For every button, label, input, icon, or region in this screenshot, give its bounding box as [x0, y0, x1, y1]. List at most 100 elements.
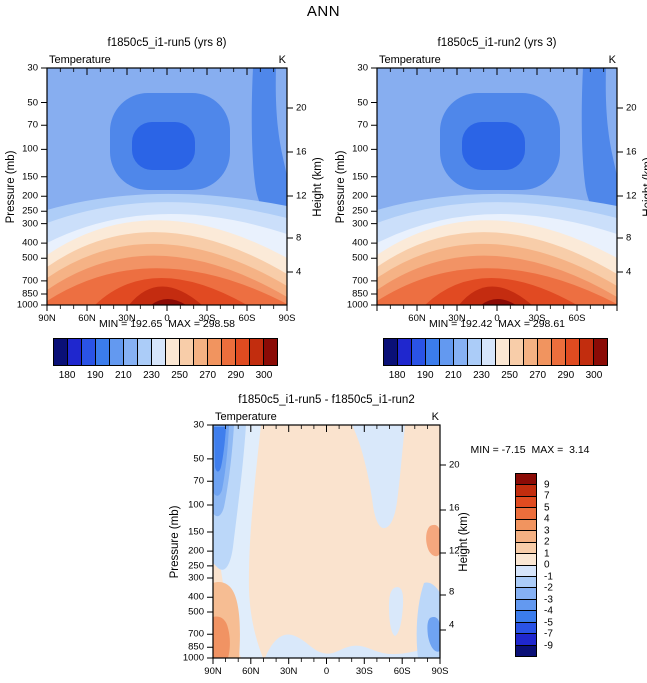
colorbar-label: 5: [544, 502, 550, 513]
colorbar-label: -5: [544, 617, 553, 628]
units-label: K: [278, 54, 286, 66]
colorbar-cell: [249, 338, 264, 366]
colorbar-label: 300: [585, 370, 603, 381]
pressure-tick-label: 200: [22, 190, 38, 202]
pressure-tick-label: 100: [188, 499, 204, 511]
pressure-tick-label: 70: [27, 119, 38, 131]
pressure-tick-label: 1000: [16, 299, 38, 311]
panel-run5: f1850c5_i1-run5 (yrs 8) Temperature K 30…: [5, 37, 324, 381]
min-max-readout: MIN = 192.42 MAX = 298.61: [429, 318, 565, 330]
colorbar-cell: [425, 338, 440, 366]
pressure-tick-label: 700: [188, 628, 204, 640]
colorbar-label: 210: [114, 370, 132, 381]
height-tick-label: 4: [626, 266, 632, 278]
pressure-tick-label: 70: [193, 475, 204, 487]
colorbar-label: -9: [544, 640, 553, 651]
colorbar-label: 180: [58, 370, 76, 381]
latitude-tick-label: 30S: [355, 666, 373, 677]
pressure-tick-label: 250: [22, 205, 38, 217]
height-axis-title: Height (km): [458, 511, 470, 572]
panel-title: f1850c5_i1-run2 (yrs 3): [437, 37, 557, 49]
pressure-tick-label: 500: [188, 606, 204, 618]
pressure-tick-label: 150: [188, 526, 204, 538]
temperature-contour-plot: [40, 67, 294, 312]
colorbar-label: -7: [544, 628, 553, 640]
field-label: Temperature: [49, 54, 111, 66]
colorbar-cell: [509, 338, 524, 366]
height-tick-label: 8: [296, 232, 302, 244]
colorbar-label: 230: [143, 370, 160, 381]
colorbar-cell: [165, 338, 180, 366]
colorbar-cells: [53, 338, 278, 366]
units-label: K: [608, 54, 616, 66]
field-label: Temperature: [215, 411, 277, 423]
pressure-tick-label: 150: [352, 171, 368, 183]
colorbar-cell: [537, 338, 552, 366]
pressure-tick-label: 850: [352, 288, 368, 300]
height-tick-label: 8: [626, 232, 632, 244]
colorbar-cell: [565, 338, 580, 366]
pressure-tick-label: 100: [352, 143, 368, 155]
field-label: Temperature: [379, 54, 441, 66]
colorbar-label: 190: [86, 370, 104, 381]
difference-colorbar: 9 7 5 4 3 2 1 0 -1 -2 -3 -4 -5 -7 -9: [515, 473, 553, 657]
pressure-tick-label: 250: [188, 560, 204, 572]
pressure-tick-label: 200: [352, 190, 368, 202]
difference-contour-plot: [206, 424, 447, 665]
pressure-tick-label: 850: [22, 288, 38, 300]
colorbar-label: -2: [544, 582, 553, 594]
colorbar-label: 3: [544, 525, 550, 536]
pressure-tick-label: 50: [27, 97, 38, 109]
colorbar-cell: [453, 338, 468, 366]
colorbar-cell: [515, 644, 537, 657]
pressure-tick-label: 150: [22, 171, 38, 183]
colorbar-cell: [137, 338, 152, 366]
colorbar-cell: [593, 338, 608, 366]
height-axis-title: Height (km): [642, 156, 647, 217]
colorbar-label: 250: [501, 370, 518, 381]
colorbar-label: 180: [388, 370, 406, 381]
colorbar-cell: [151, 338, 166, 366]
colorbar-cell: [439, 338, 454, 366]
height-tick-label: 8: [449, 586, 455, 598]
colorbar-cell: [81, 338, 96, 366]
colorbar-cell: [207, 338, 222, 366]
colorbar-cell: [481, 338, 496, 366]
colorbar-label: 210: [444, 370, 462, 381]
min-max-readout: MIN = -7.15 MAX = 3.14: [470, 444, 590, 456]
temperature-contour-plot: [370, 67, 624, 312]
colorbar-label: -3: [544, 594, 553, 605]
height-tick-label: 12: [626, 190, 637, 202]
height-tick-label: 20: [296, 102, 307, 114]
pressure-tick-label: 300: [22, 218, 38, 230]
pressure-tick-label: 50: [357, 97, 368, 109]
pressure-tick-label: 400: [188, 591, 204, 603]
height-tick-label: 12: [296, 190, 307, 202]
colorbar-labels: 180 190 210 230 250 270 290 300: [53, 366, 278, 381]
height-tick-label: 4: [296, 266, 302, 278]
units-label: K: [431, 411, 439, 423]
height-tick-label: 20: [449, 459, 460, 471]
panel-diff: f1850c5_i1-run5 - f1850c5_i1-run2 Temper…: [169, 394, 470, 677]
temperature-colorbar: 180 190 210 230 250 270 290 300: [383, 338, 608, 381]
panel-run2: f1850c5_i1-run2 (yrs 3) Temperature K 30…: [335, 37, 647, 381]
panel-title: f1850c5_i1-run5 - f1850c5_i1-run2: [238, 394, 415, 406]
latitude-tick-label: 30N: [279, 666, 298, 677]
colorbar-cell: [179, 338, 194, 366]
colorbar-label: 0: [544, 559, 550, 571]
colorbar-cell: [221, 338, 236, 366]
pressure-tick-label: 400: [22, 237, 38, 249]
pressure-tick-label: 400: [352, 237, 368, 249]
colorbar-cell: [235, 338, 250, 366]
pressure-tick-label: 100: [22, 143, 38, 155]
colorbar-labels: 9 7 5 4 3 2 1 0 -1 -2 -3 -4 -5 -7 -9: [515, 473, 553, 657]
pressure-tick-label: 300: [352, 218, 368, 230]
temperature-colorbar: 180 190 210 230 250 270 290 300: [53, 338, 278, 381]
season-title: ANN: [306, 3, 341, 20]
pressure-tick-label: 200: [188, 545, 204, 557]
colorbar-cell: [123, 338, 138, 366]
colorbar-cell: [193, 338, 208, 366]
height-tick-label: 4: [449, 619, 455, 631]
pressure-axis-title: Pressure (mb): [335, 150, 347, 223]
colorbar-label: 2: [544, 536, 550, 548]
